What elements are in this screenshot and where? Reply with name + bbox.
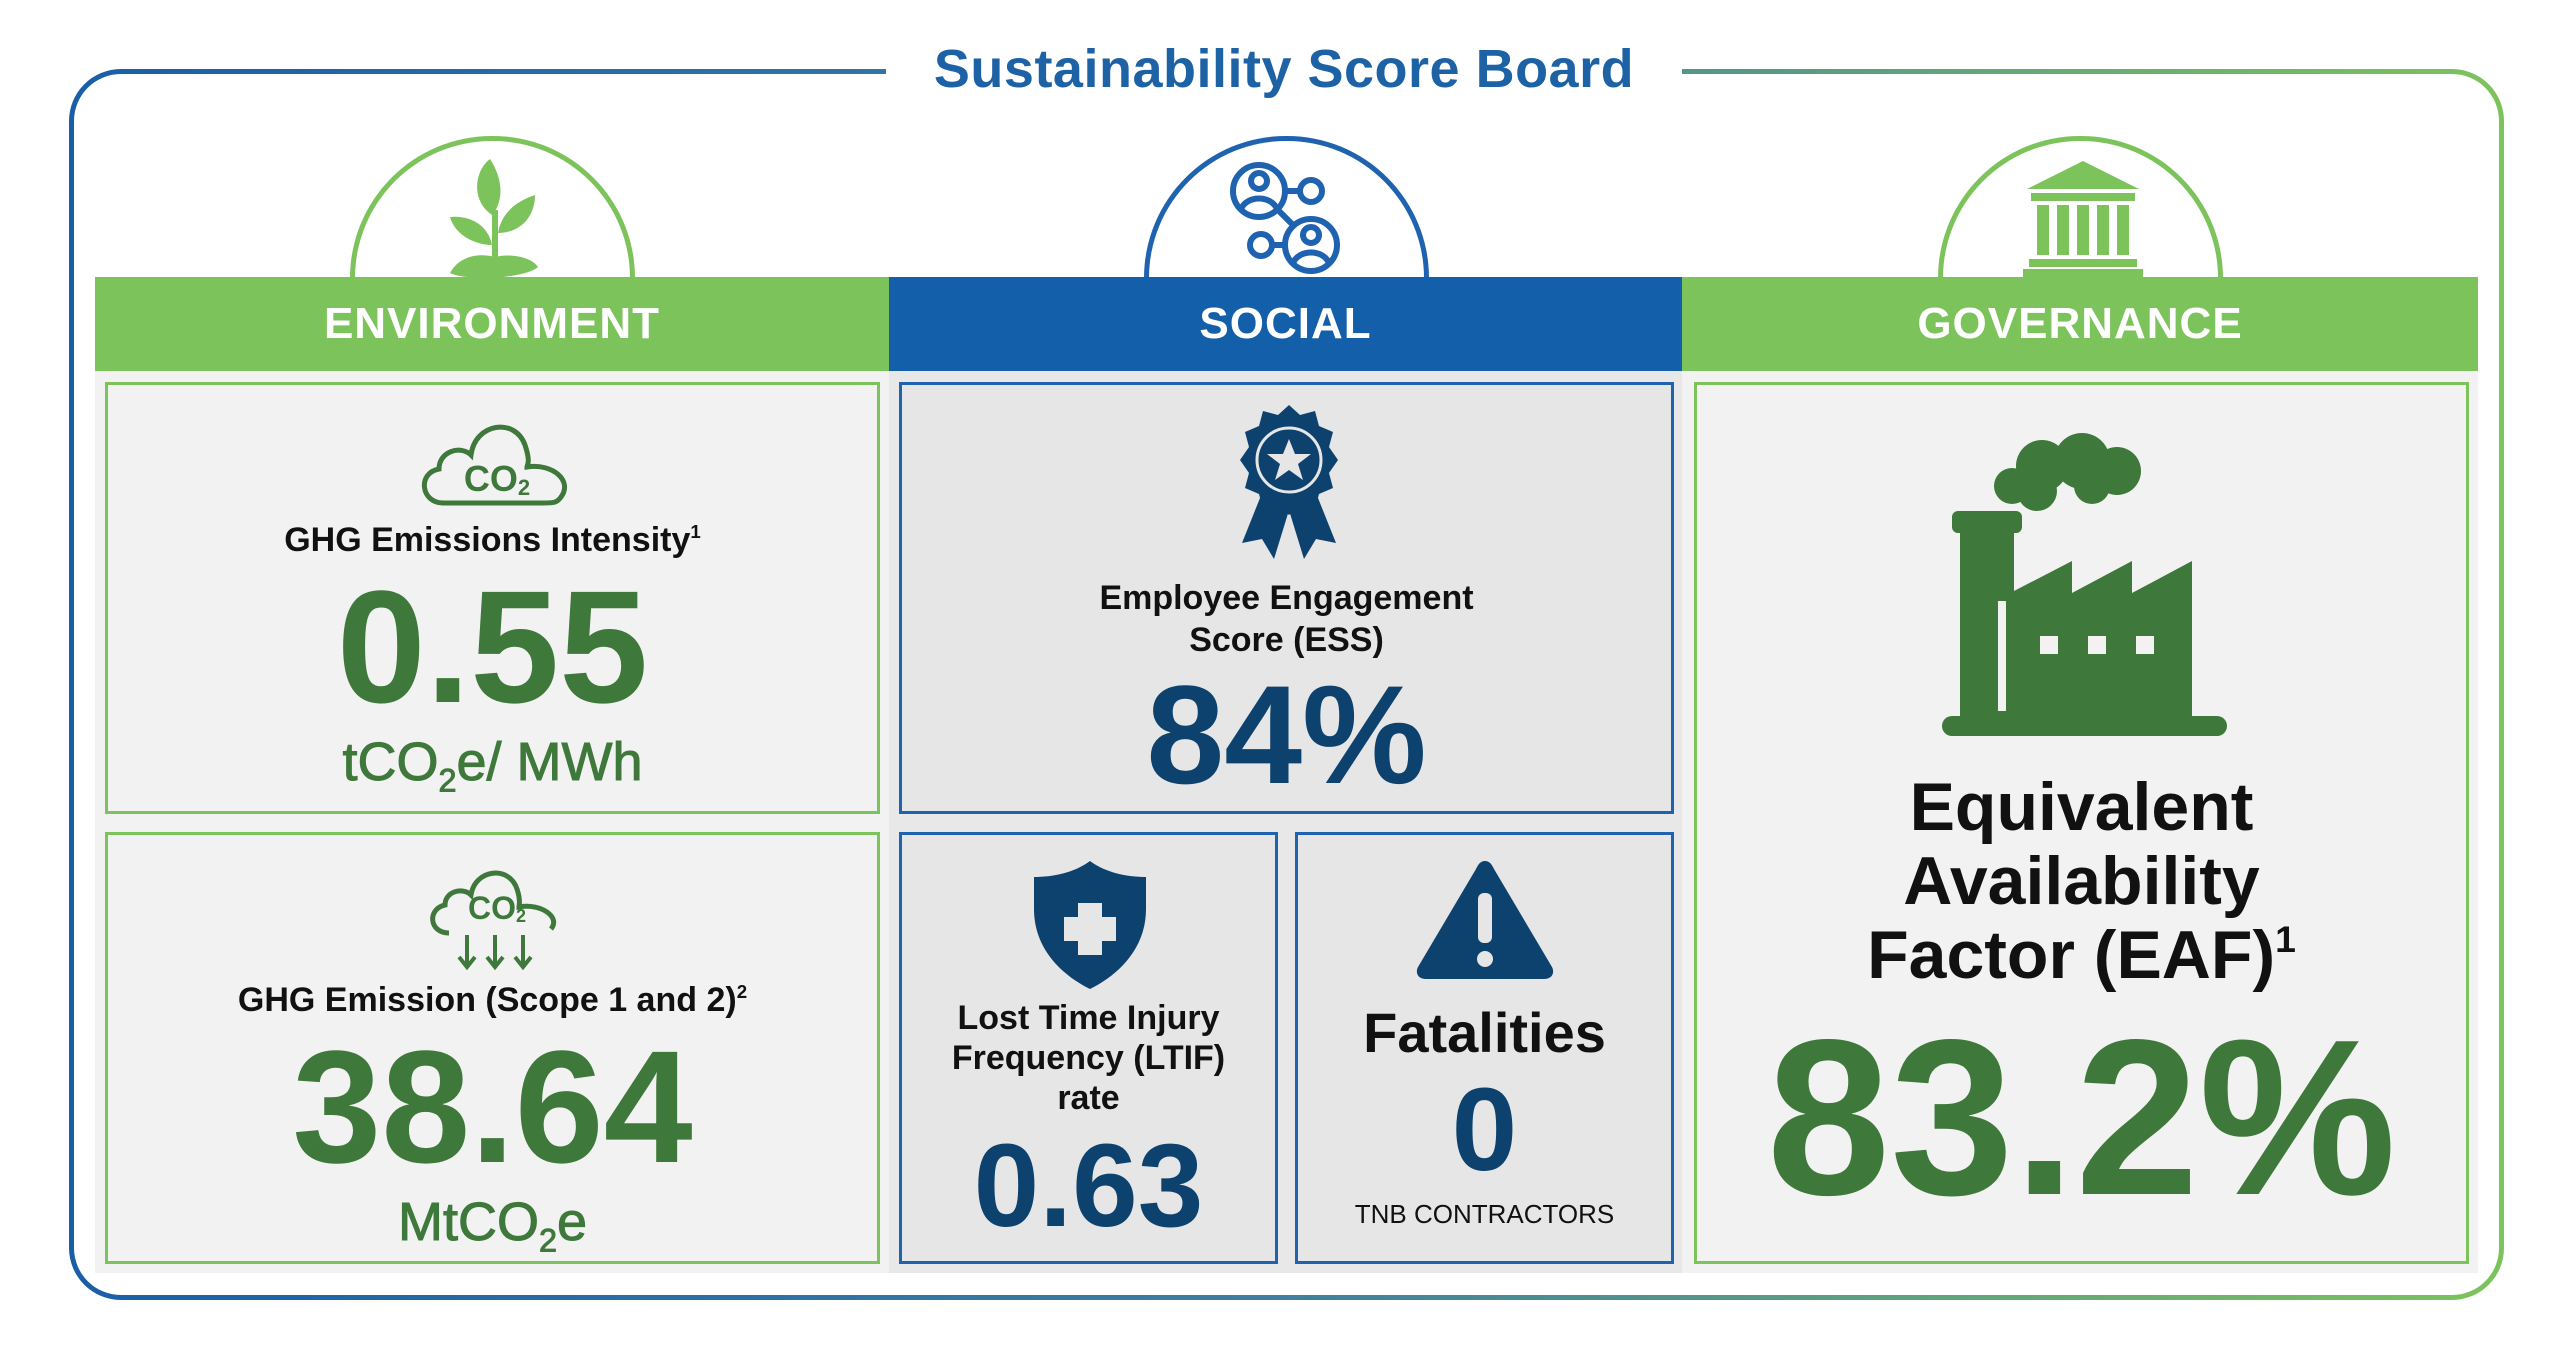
page-title: Sustainability Score Board bbox=[933, 39, 1635, 99]
eaf-card: Equivalent Availability Factor (EAF)1 83… bbox=[1694, 382, 2469, 1264]
metric-label: Availability bbox=[1903, 843, 2260, 919]
tab-environment: ENVIRONMENT bbox=[95, 277, 889, 371]
warning-triangle-icon bbox=[1416, 861, 1554, 979]
award-rosette-icon bbox=[1240, 405, 1338, 559]
ghg-emission-card: CO2 GHG Emission (Scope 1 and 2)2 38.64 … bbox=[105, 832, 880, 1264]
institution-building-icon bbox=[2023, 161, 2143, 277]
metric-label: Equivalent bbox=[1909, 769, 2254, 845]
metric-label: GHG Emissions Intensity bbox=[284, 521, 691, 559]
metric-label: Fatalities bbox=[1363, 1001, 1606, 1064]
metric-value: 84% bbox=[1146, 656, 1427, 813]
fatalities-card: Fatalities 0 TNB CONTRACTORS bbox=[1295, 832, 1674, 1264]
metric-label: Lost Time Injury bbox=[957, 999, 1220, 1037]
metric-label: Score (ESS) bbox=[1189, 621, 1384, 659]
tab-governance: GOVERNANCE bbox=[1682, 277, 2478, 371]
metric-value: 83.2% bbox=[1766, 994, 2397, 1242]
ess-card: Employee Engagement Score (ESS) 84% bbox=[899, 382, 1674, 814]
metric-label: GHG Emission (Scope 1 and 2) bbox=[237, 981, 737, 1019]
medical-shield-icon bbox=[1034, 861, 1146, 989]
metric-unit: tCO2e/ MWh bbox=[342, 732, 643, 799]
metric-unit: MtCO2e bbox=[397, 1192, 588, 1259]
svg-text:CO2: CO2 bbox=[464, 458, 530, 500]
metric-value: 38.64 bbox=[292, 1017, 693, 1196]
ltif-card: Lost Time Injury Frequency (LTIF) rate 0… bbox=[899, 832, 1278, 1264]
metric-value: 0.63 bbox=[973, 1120, 1204, 1252]
metric-label: Frequency (LTIF) bbox=[951, 1039, 1226, 1077]
co2-emission-cloud-icon: CO2 bbox=[430, 870, 556, 971]
factory-icon bbox=[1942, 433, 2227, 736]
metric-label: Employee Engagement bbox=[1099, 579, 1474, 617]
metric-label: Factor (EAF) bbox=[1867, 917, 2276, 993]
plant-sprout-icon bbox=[450, 159, 538, 278]
metric-label: rate bbox=[1057, 1079, 1120, 1117]
metric-caption: TNB CONTRACTORS bbox=[1354, 1199, 1615, 1229]
ghg-intensity-card: CO2 GHG Emissions Intensity1 0.55 tCO2e/… bbox=[105, 382, 880, 814]
tab-social: SOCIAL bbox=[889, 277, 1682, 371]
people-network-icon bbox=[1230, 162, 1340, 274]
metric-value: 0.55 bbox=[336, 557, 649, 736]
metric-value: 0 bbox=[1451, 1064, 1518, 1196]
co2-cloud-icon: CO2 bbox=[421, 424, 568, 506]
